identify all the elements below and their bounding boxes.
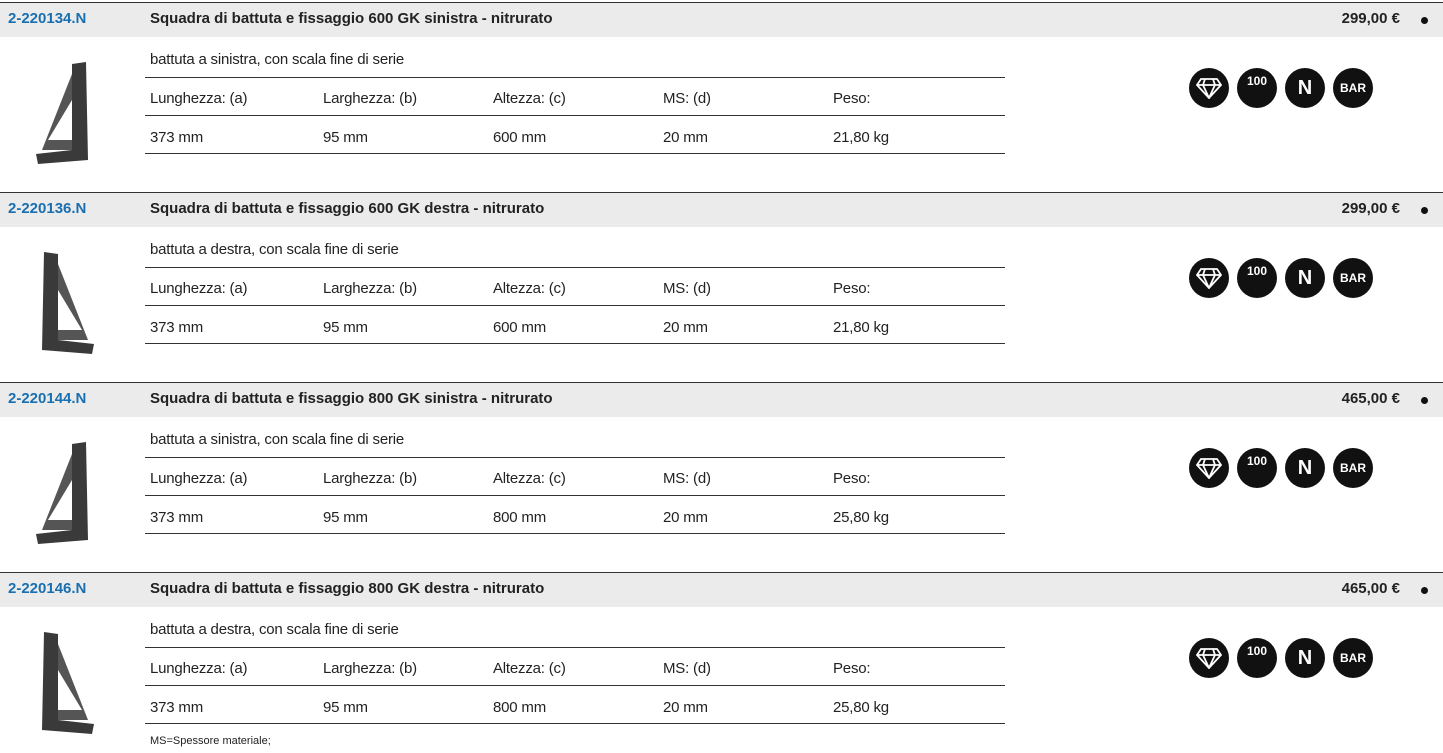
icon-badge: 100 xyxy=(1237,258,1277,298)
spec-label: Lunghezza: (a) xyxy=(150,90,248,107)
table-rule xyxy=(145,457,1005,458)
item-title: Squadra di battuta e fissaggio 800 GK de… xyxy=(150,580,545,597)
header-bar xyxy=(0,572,1443,607)
table-rule xyxy=(145,305,1005,306)
spec-value: 21,80 kg xyxy=(833,129,889,146)
icon-badge: N xyxy=(1285,258,1325,298)
bullet xyxy=(1421,207,1428,214)
icon-badge: BAR xyxy=(1333,258,1373,298)
item-price: 465,00 € xyxy=(1341,580,1400,597)
spec-label: MS: (d) xyxy=(663,90,711,107)
spec-label: Peso: xyxy=(833,90,871,107)
spec-value: 800 mm xyxy=(493,509,546,526)
spec-label: Larghezza: (b) xyxy=(323,660,417,677)
icon-diamond xyxy=(1189,258,1229,298)
spec-value: 95 mm xyxy=(323,699,368,716)
spec-value: 20 mm xyxy=(663,509,708,526)
item-price: 465,00 € xyxy=(1341,390,1400,407)
icon-badge: BAR xyxy=(1333,68,1373,108)
item-description: battuta a destra, con scala fine di seri… xyxy=(150,241,399,258)
item-code: 2-220146.N xyxy=(8,580,87,597)
spec-label: Altezza: (c) xyxy=(493,90,566,107)
spec-value: 95 mm xyxy=(323,509,368,526)
spec-value: 373 mm xyxy=(150,129,203,146)
table-rule xyxy=(145,267,1005,268)
table-rule xyxy=(145,723,1005,724)
icon-badge: 100 xyxy=(1237,68,1277,108)
table-rule xyxy=(145,685,1005,686)
spec-label: Peso: xyxy=(833,470,871,487)
icon-diamond xyxy=(1189,448,1229,488)
table-rule xyxy=(145,343,1005,344)
icon-badge: BAR xyxy=(1333,448,1373,488)
spec-label: MS: (d) xyxy=(663,280,711,297)
spec-label: Larghezza: (b) xyxy=(323,280,417,297)
item-code: 2-220136.N xyxy=(8,200,87,217)
item-title: Squadra di battuta e fissaggio 800 GK si… xyxy=(150,390,553,407)
spec-label: Larghezza: (b) xyxy=(323,470,417,487)
item-title: Squadra di battuta e fissaggio 600 GK de… xyxy=(150,200,545,217)
icon-badge: 100 xyxy=(1237,638,1277,678)
header-bar xyxy=(0,382,1443,417)
icon-badge: N xyxy=(1285,448,1325,488)
spec-label: MS: (d) xyxy=(663,660,711,677)
spec-label: Larghezza: (b) xyxy=(323,90,417,107)
item-description: battuta a sinistra, con scala fine di se… xyxy=(150,51,405,68)
icon-badge: BAR xyxy=(1333,638,1373,678)
spec-label: Peso: xyxy=(833,280,871,297)
item-price: 299,00 € xyxy=(1341,10,1400,27)
table-rule xyxy=(145,115,1005,116)
spec-value: 373 mm xyxy=(150,699,203,716)
spec-label: Lunghezza: (a) xyxy=(150,470,248,487)
icon-diamond xyxy=(1189,638,1229,678)
spec-label: Altezza: (c) xyxy=(493,470,566,487)
item-description: battuta a sinistra, con scala fine di se… xyxy=(150,431,405,448)
bullet xyxy=(1421,587,1428,594)
spec-label: Peso: xyxy=(833,660,871,677)
table-rule xyxy=(145,495,1005,496)
item-code: 2-220134.N xyxy=(8,10,87,27)
icon-badge: N xyxy=(1285,638,1325,678)
bullet xyxy=(1421,17,1428,24)
spec-value: 600 mm xyxy=(493,129,546,146)
spec-label: Altezza: (c) xyxy=(493,280,566,297)
table-rule xyxy=(145,153,1005,154)
footnote: MS=Spessore materiale; xyxy=(150,735,271,747)
icon-badge: 100 xyxy=(1237,448,1277,488)
spec-value: 95 mm xyxy=(323,319,368,336)
table-rule xyxy=(145,533,1005,534)
spec-value: 800 mm xyxy=(493,699,546,716)
spec-value: 21,80 kg xyxy=(833,319,889,336)
spec-value: 373 mm xyxy=(150,319,203,336)
spec-label: Lunghezza: (a) xyxy=(150,660,248,677)
header-bar xyxy=(0,2,1443,37)
item-price: 299,00 € xyxy=(1341,200,1400,217)
spec-value: 600 mm xyxy=(493,319,546,336)
spec-value: 373 mm xyxy=(150,509,203,526)
spec-value: 20 mm xyxy=(663,129,708,146)
table-rule xyxy=(145,77,1005,78)
icon-diamond xyxy=(1189,68,1229,108)
spec-label: MS: (d) xyxy=(663,470,711,487)
spec-value: 25,80 kg xyxy=(833,509,889,526)
table-rule xyxy=(145,647,1005,648)
icon-badge: N xyxy=(1285,68,1325,108)
spec-label: Lunghezza: (a) xyxy=(150,280,248,297)
spec-label: Altezza: (c) xyxy=(493,660,566,677)
spec-value: 20 mm xyxy=(663,319,708,336)
spec-value: 20 mm xyxy=(663,699,708,716)
product-image xyxy=(36,442,88,544)
product-image xyxy=(36,62,88,164)
bullet xyxy=(1421,397,1428,404)
spec-value: 95 mm xyxy=(323,129,368,146)
product-image xyxy=(42,632,94,734)
product-image xyxy=(42,252,94,354)
header-bar xyxy=(0,192,1443,227)
item-code: 2-220144.N xyxy=(8,390,87,407)
item-description: battuta a destra, con scala fine di seri… xyxy=(150,621,399,638)
spec-value: 25,80 kg xyxy=(833,699,889,716)
item-title: Squadra di battuta e fissaggio 600 GK si… xyxy=(150,10,553,27)
